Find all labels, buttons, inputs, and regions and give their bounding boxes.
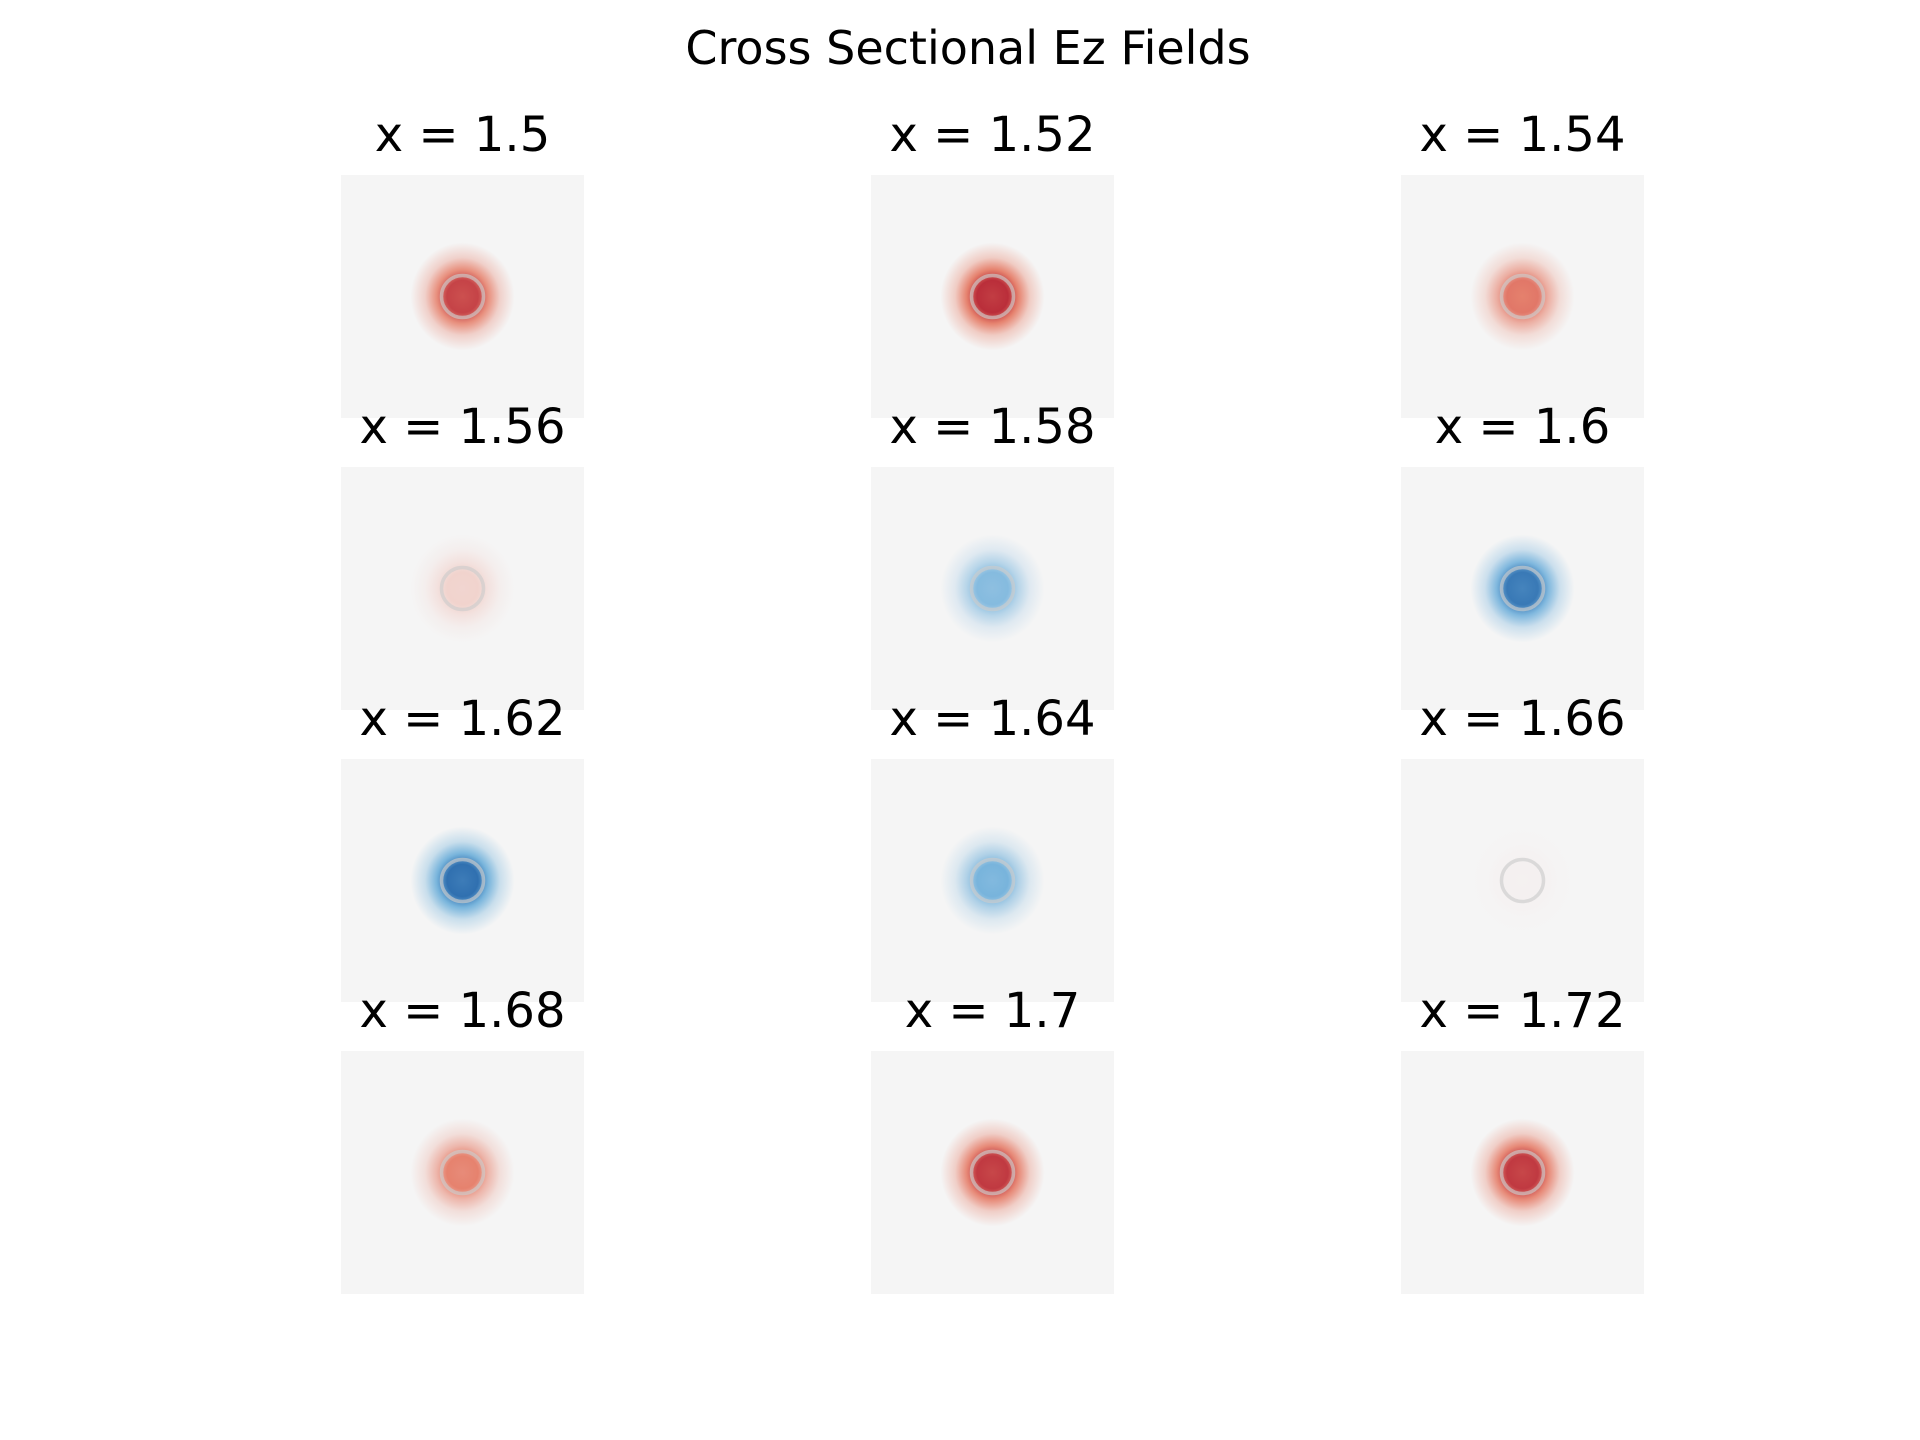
field-panel: x = 1.52 [871,107,1114,418]
panel-title: x = 1.7 [905,983,1080,1039]
waveguide-outline [969,565,1016,612]
field-intensity [1470,1118,1575,1227]
field-panel: x = 1.66 [1401,691,1644,1002]
field-intensity [940,1118,1045,1227]
field-intensity [940,534,1045,643]
waveguide-outline [969,273,1016,320]
field-panel: x = 1.7 [871,983,1114,1294]
field-intensity [410,534,515,643]
panel-title: x = 1.52 [889,107,1095,163]
field-panel: x = 1.5 [341,107,584,418]
waveguide-outline [969,1149,1016,1196]
panel-title: x = 1.64 [889,691,1095,747]
waveguide-outline [1499,273,1546,320]
panel-title: x = 1.6 [1435,399,1610,455]
panel-grid: x = 1.5 x = 1.52 x = 1.54 x = 1.56 x = 1.58 x… [341,107,1644,1294]
field-panel: x = 1.58 [871,399,1114,710]
field-panel: x = 1.68 [341,983,584,1294]
field-intensity [940,242,1045,351]
panel-title: x = 1.56 [359,399,565,455]
panel-title: x = 1.68 [359,983,565,1039]
field-intensity [410,1118,515,1227]
panel-title: x = 1.62 [359,691,565,747]
panel-title: x = 1.72 [1419,983,1625,1039]
waveguide-outline [1499,565,1546,612]
field-intensity [1470,242,1575,351]
field-intensity [1470,826,1575,935]
field-panel: x = 1.6 [1401,399,1644,710]
field-intensity [940,826,1045,935]
waveguide-outline [439,565,486,612]
waveguide-outline [1499,857,1546,904]
waveguide-outline [969,857,1016,904]
panel-title: x = 1.58 [889,399,1095,455]
field-panel: x = 1.64 [871,691,1114,1002]
waveguide-outline [1499,1149,1546,1196]
waveguide-outline [439,273,486,320]
panel-title: x = 1.54 [1419,107,1625,163]
waveguide-outline [439,1149,486,1196]
field-panel: x = 1.62 [341,691,584,1002]
field-intensity [1470,534,1575,643]
waveguide-outline [439,857,486,904]
field-panel: x = 1.56 [341,399,584,710]
panel-title: x = 1.5 [375,107,550,163]
field-panel: x = 1.72 [1401,983,1644,1294]
figure-title: Cross Sectional Ez Fields [685,21,1250,75]
field-panel: x = 1.54 [1401,107,1644,418]
field-intensity [410,242,515,351]
field-intensity [410,826,515,935]
panel-title: x = 1.66 [1419,691,1625,747]
